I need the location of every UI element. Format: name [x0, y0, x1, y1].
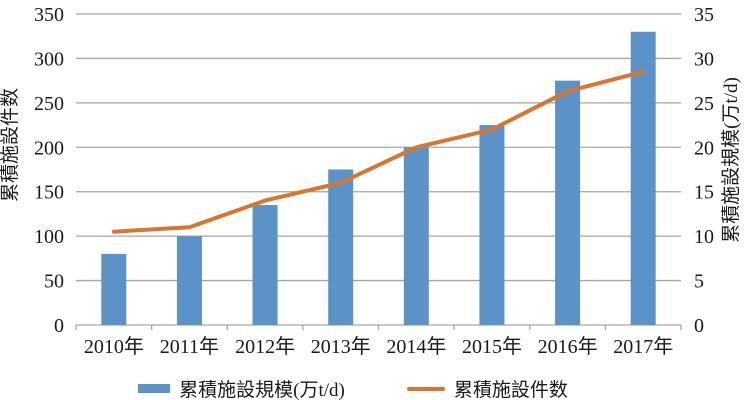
bar-series-swatch [138, 384, 171, 393]
x-axis-category-label: 2010年 [84, 335, 144, 358]
bar [630, 31, 656, 326]
x-axis-category-label: 2012年 [235, 335, 295, 358]
right-axis-tick-label: 20 [694, 137, 714, 159]
axis-tick-labels: 0 0 50 5 100 10 150 15 200 20 250 25 300 30 350 35 2010年… [34, 4, 714, 358]
left-axis-tick-label: 150 [34, 182, 64, 204]
bar [101, 253, 127, 325]
legend: 累積施設規模(万t/d) 累積施設件数 [0, 375, 728, 400]
left-axis-tick-label: 50 [44, 271, 64, 293]
axis-ticks [75, 325, 682, 330]
combo-chart: 0 0 50 5 100 10 150 15 200 20 250 25 300 30 350 35 2010年… [0, 4, 742, 358]
legend-item-bar-series: 累積施設規模(万t/d) [138, 375, 345, 400]
bar-series [101, 31, 656, 326]
left-axis-tick-label: 0 [54, 315, 64, 337]
x-axis-category-label: 2016年 [538, 335, 598, 358]
right-axis-tick-label: 15 [694, 182, 714, 204]
left-axis-tick-label: 250 [34, 93, 64, 115]
left-axis-title: 累積施設件数 [0, 88, 21, 202]
right-axis-tick-label: 25 [694, 93, 714, 115]
right-axis-tick-label: 35 [694, 4, 714, 26]
bar [252, 205, 278, 325]
right-axis-tick-label: 5 [694, 271, 704, 293]
bar [479, 125, 505, 325]
left-axis-tick-label: 200 [34, 137, 64, 159]
bar-series-label: 累積施設規模(万t/d) [179, 380, 345, 400]
bar [403, 147, 429, 325]
bar [328, 169, 354, 325]
gridlines [76, 13, 681, 326]
line-series [111, 69, 646, 234]
x-axis-category-label: 2014年 [386, 335, 446, 358]
line-series-swatch [406, 386, 445, 391]
left-axis-tick-label: 300 [34, 48, 64, 70]
right-axis-title: 累積施設規模(万t/d) [720, 77, 742, 243]
x-axis-category-label: 2017年 [613, 335, 673, 358]
right-axis-tick-label: 0 [694, 315, 704, 337]
right-axis-tick-label: 10 [694, 226, 714, 248]
x-axis-category-label: 2015年 [462, 335, 522, 358]
x-axis-category-label: 2013年 [311, 335, 371, 358]
right-axis-tick-label: 30 [694, 48, 714, 70]
x-axis-category-label: 2011年 [160, 335, 219, 358]
line-series-label: 累積施設件数 [453, 380, 568, 400]
left-axis-tick-label: 350 [34, 4, 64, 26]
bar [555, 80, 581, 326]
bar [176, 236, 202, 325]
legend-item-line-series: 累積施設件数 [406, 375, 568, 400]
left-axis-tick-label: 100 [34, 226, 64, 248]
